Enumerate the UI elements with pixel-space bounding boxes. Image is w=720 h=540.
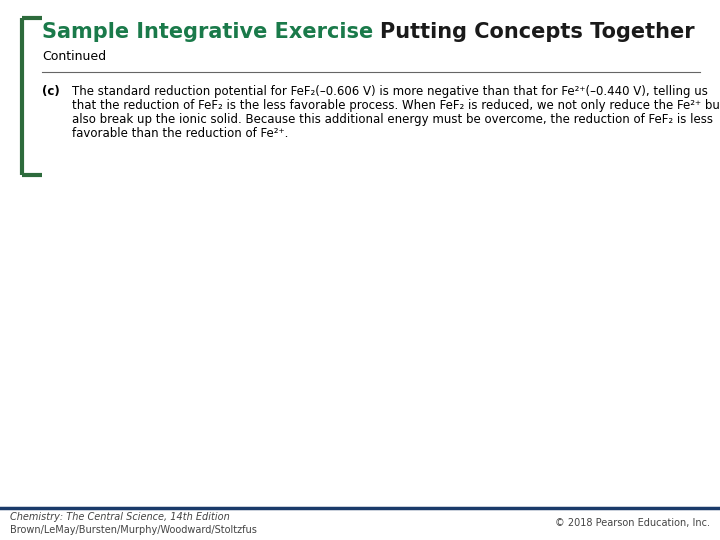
Text: Putting Concepts Together: Putting Concepts Together [380,22,695,42]
Text: Sample Integrative Exercise: Sample Integrative Exercise [42,22,380,42]
Text: Chemistry: The Central Science, 14th Edition: Chemistry: The Central Science, 14th Edi… [10,512,230,522]
Text: also break up the ionic solid. Because this additional energy must be overcome, : also break up the ionic solid. Because t… [72,113,713,126]
Text: (c): (c) [42,85,60,98]
Text: The standard reduction potential for FeF₂(–0.606 V) is more negative than that f: The standard reduction potential for FeF… [72,85,708,98]
Text: Continued: Continued [42,50,106,63]
Text: Brown/LeMay/Bursten/Murphy/Woodward/Stoltzfus: Brown/LeMay/Bursten/Murphy/Woodward/Stol… [10,525,257,535]
Text: © 2018 Pearson Education, Inc.: © 2018 Pearson Education, Inc. [555,518,710,528]
Text: that the reduction of FeF₂ is the less favorable process. When FeF₂ is reduced, : that the reduction of FeF₂ is the less f… [72,99,720,112]
Text: favorable than the reduction of Fe²⁺.: favorable than the reduction of Fe²⁺. [72,127,289,140]
